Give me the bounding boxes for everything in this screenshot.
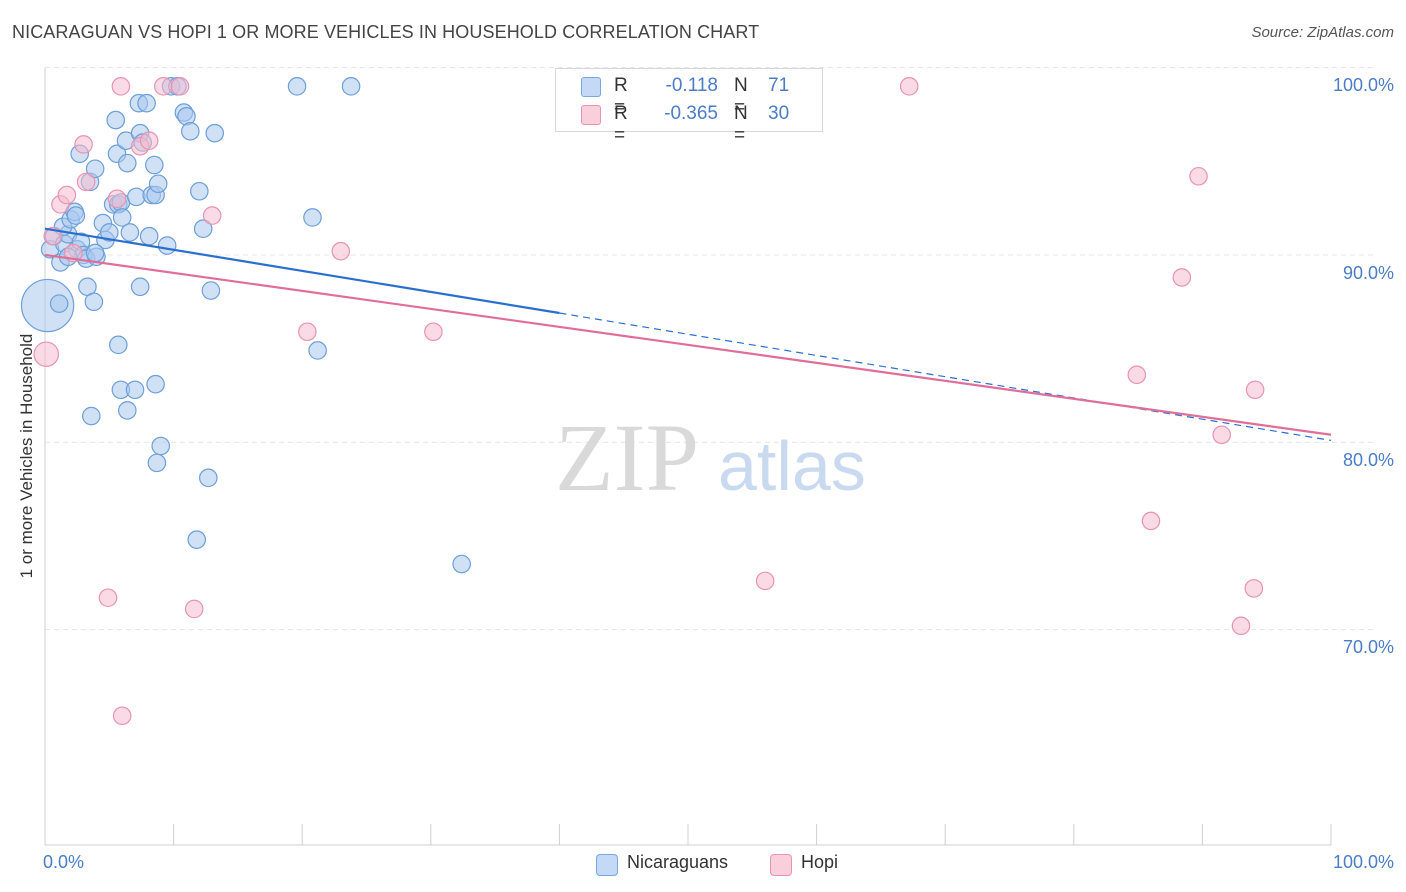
hopi-point bbox=[111, 77, 131, 96]
nicaraguan-point bbox=[139, 226, 159, 246]
nicaraguan-point bbox=[127, 187, 146, 207]
hopi-point bbox=[112, 706, 132, 726]
watermark-zip: ZIP bbox=[555, 404, 699, 511]
legend-r-value: -0.365 bbox=[664, 103, 718, 124]
legend-n-value: 71 bbox=[768, 75, 790, 96]
hopi-point bbox=[74, 135, 93, 154]
nicaraguan-point bbox=[287, 77, 307, 96]
nicaraguan-point bbox=[118, 401, 137, 420]
hopi-point bbox=[1212, 425, 1231, 445]
hopi-point bbox=[1172, 268, 1192, 287]
nicaraguan-point bbox=[147, 453, 167, 473]
nicaraguan-point bbox=[151, 436, 171, 456]
stats-legend: R = -0.118 N = 71 R = -0.365 N = 30 bbox=[555, 68, 823, 146]
axes bbox=[44, 68, 1332, 846]
nicaraguan-point bbox=[125, 380, 145, 400]
legend-n-label: N = bbox=[734, 75, 748, 118]
hopi-point bbox=[1231, 616, 1251, 636]
nicaraguan-point bbox=[82, 406, 101, 426]
hopi-point bbox=[184, 599, 204, 619]
nicaraguan-point bbox=[201, 281, 221, 300]
nicaraguan-point bbox=[85, 159, 105, 179]
hopi-point bbox=[170, 77, 190, 96]
nicaraguan-point bbox=[118, 153, 137, 173]
y-tick-label: 80.0% bbox=[1342, 449, 1394, 470]
legend-r-label: R = bbox=[614, 75, 628, 118]
nicaraguan-point bbox=[452, 554, 471, 574]
nicaraguan-point bbox=[341, 77, 361, 96]
nicaraguan-point bbox=[303, 208, 322, 227]
nicaraguan-point bbox=[84, 292, 104, 312]
nicaraguan-point bbox=[146, 374, 165, 394]
hopi-trend-line bbox=[44, 253, 1332, 436]
hopi-point bbox=[202, 206, 222, 225]
y-tick-label: 70.0% bbox=[1342, 637, 1394, 658]
hopi-point bbox=[139, 131, 159, 150]
nicaraguan-point bbox=[112, 208, 132, 227]
hopi-point bbox=[1189, 166, 1208, 186]
legend-r-label: R = bbox=[614, 103, 628, 146]
watermark: ZIP atlas bbox=[555, 404, 866, 511]
hopi-point bbox=[98, 588, 118, 608]
nicaraguan-point bbox=[148, 174, 168, 194]
nicaraguan-point bbox=[20, 278, 75, 333]
hopi-point bbox=[298, 322, 317, 342]
bottom-legend-swatch-pink bbox=[770, 854, 792, 876]
chart-title: NICARAGUAN VS HOPI 1 OR MORE VEHICLES IN… bbox=[12, 22, 760, 42]
legend-swatch-pink bbox=[581, 105, 601, 125]
nicaraguan-point bbox=[187, 530, 207, 549]
source-credit: Source: ZipAtlas.com bbox=[1251, 24, 1394, 41]
x-tick-label: 0.0% bbox=[43, 852, 85, 872]
nicaraguan-point bbox=[100, 223, 119, 242]
hopi-point bbox=[1127, 365, 1147, 385]
nicaraguan-point bbox=[120, 223, 140, 242]
hopi-point bbox=[76, 172, 96, 192]
hopi-point bbox=[33, 341, 60, 367]
bottom-legend-label: Nicaraguans bbox=[627, 852, 729, 872]
nicaraguan-trend-extension bbox=[559, 312, 1332, 441]
bottom-legend-swatch-blue bbox=[596, 854, 618, 876]
hopi-point bbox=[107, 189, 127, 209]
gridlines bbox=[45, 67, 1376, 631]
nicaraguan-point bbox=[130, 277, 150, 297]
hopi-point bbox=[57, 185, 77, 205]
nicaraguan-point bbox=[106, 110, 126, 130]
x-tick-label: 100.0% bbox=[1332, 852, 1394, 872]
nicaraguan-point bbox=[145, 155, 164, 175]
nicaraguan-point bbox=[137, 93, 156, 113]
bottom-legend-label: Hopi bbox=[801, 852, 839, 872]
nicaraguan-point bbox=[85, 243, 105, 263]
y-tick-label: 90.0% bbox=[1342, 262, 1394, 283]
legend-n-label: N = bbox=[734, 103, 748, 146]
nicaraguan-point bbox=[157, 236, 177, 255]
legend-r-value: -0.118 bbox=[665, 75, 718, 96]
legend-n-value: 30 bbox=[768, 103, 790, 124]
nicaraguan-point bbox=[66, 206, 86, 225]
trend-lines bbox=[44, 227, 1332, 441]
hopi-point bbox=[1244, 579, 1264, 598]
nicaraguan-point bbox=[193, 219, 213, 239]
y-tick-label: 100.0% bbox=[1332, 75, 1394, 96]
nicaraguan-point bbox=[199, 468, 218, 488]
nicaraguan-point bbox=[205, 123, 225, 143]
hopi-point bbox=[1245, 380, 1265, 400]
legend-swatch-blue bbox=[581, 77, 601, 97]
nicaraguan-point bbox=[109, 335, 128, 355]
hopi-point bbox=[154, 77, 173, 96]
nicaraguan-point bbox=[190, 181, 209, 201]
hopi-point bbox=[424, 322, 443, 342]
hopi-point bbox=[755, 571, 775, 591]
hopi-point bbox=[1141, 511, 1161, 531]
nicaraguan-point bbox=[49, 294, 69, 313]
hopi-point bbox=[899, 77, 919, 96]
nicaraguan-point bbox=[308, 341, 327, 360]
watermark-atlas: atlas bbox=[718, 427, 866, 505]
hopi-point bbox=[43, 226, 63, 246]
data-points bbox=[20, 77, 1265, 726]
hopi-point bbox=[331, 241, 351, 261]
nicaraguan-trend-line bbox=[44, 227, 560, 315]
nicaraguan-point bbox=[181, 122, 200, 141]
